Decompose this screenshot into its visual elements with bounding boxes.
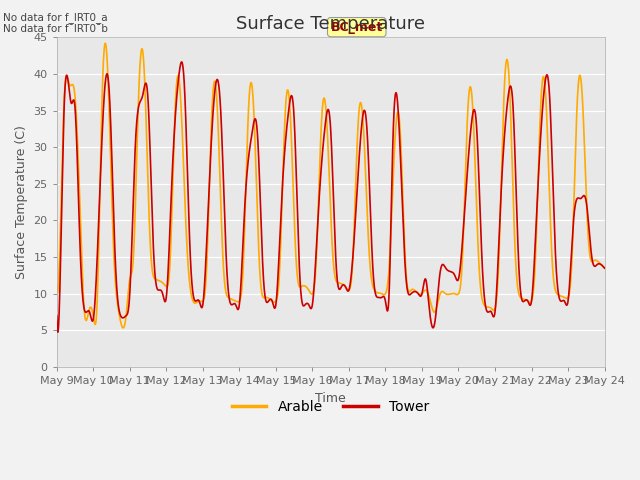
Arable <box>148 265 156 271</box>
Text: No data for f¯IRT0¯b: No data for f¯IRT0¯b <box>3 24 108 34</box>
Arable <box>590 258 598 264</box>
Arable <box>116 312 124 318</box>
Arable <box>287 124 295 130</box>
Tower <box>531 243 539 249</box>
Legend: Arable, Tower: Arable, Tower <box>226 394 435 420</box>
Y-axis label: Surface Temperature (C): Surface Temperature (C) <box>15 125 28 279</box>
Text: BC_met: BC_met <box>331 21 383 34</box>
Arable <box>102 40 109 46</box>
Tower <box>54 329 61 335</box>
Arable <box>53 284 61 289</box>
Tower <box>287 94 295 99</box>
Tower <box>590 263 598 269</box>
X-axis label: Time: Time <box>316 392 346 405</box>
Text: No data for f_IRT0_a: No data for f_IRT0_a <box>3 12 108 23</box>
Tower <box>178 59 186 65</box>
Tower <box>53 313 61 319</box>
Tower <box>148 204 156 209</box>
Arable <box>120 325 127 331</box>
Tower <box>263 300 271 305</box>
Arable <box>531 262 539 268</box>
Line: Tower: Tower <box>57 62 605 332</box>
Title: Surface Temperature: Surface Temperature <box>236 15 425 33</box>
Tower <box>116 309 124 314</box>
Line: Arable: Arable <box>57 43 605 328</box>
Arable <box>601 265 609 271</box>
Arable <box>263 295 271 300</box>
Tower <box>601 265 609 271</box>
